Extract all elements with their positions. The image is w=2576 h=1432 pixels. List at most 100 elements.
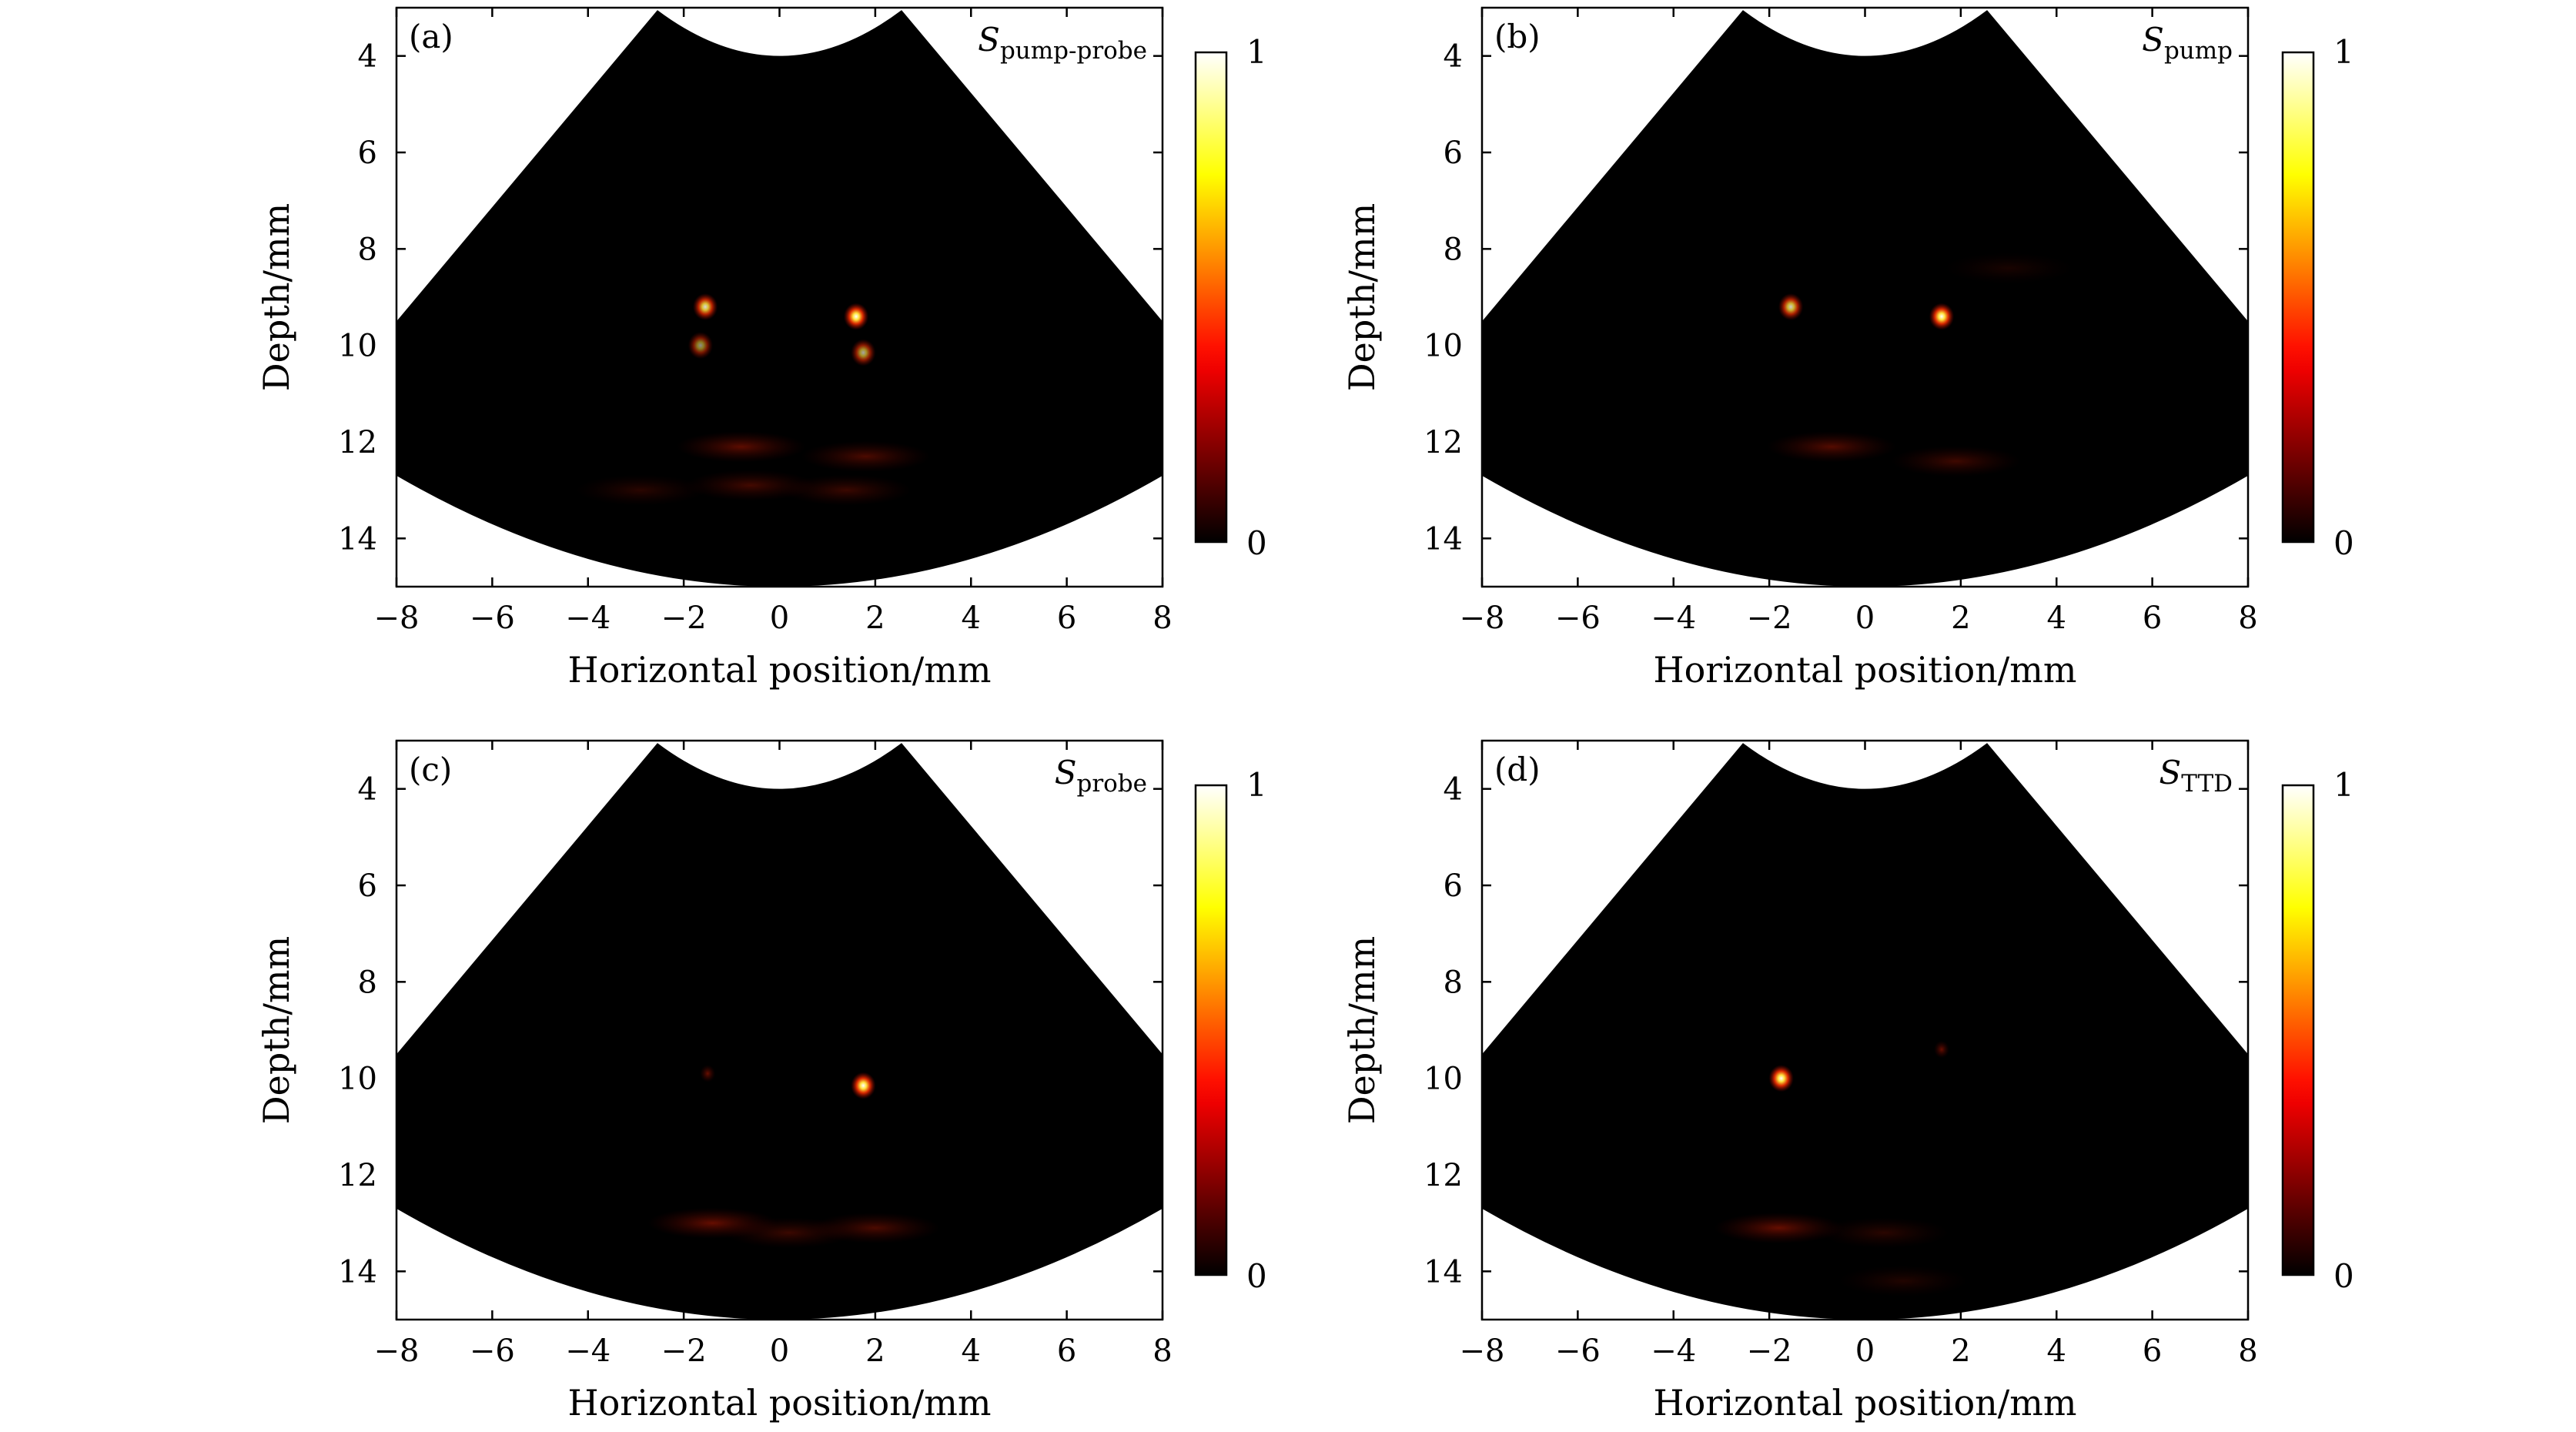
artifact-mark	[676, 431, 806, 463]
x-tick-label: −6	[470, 601, 515, 636]
y-tick-label: 10	[1423, 1062, 1463, 1097]
signal-label: Spump-probe	[978, 21, 1147, 65]
x-tick-label: −4	[565, 601, 611, 636]
x-tick-label: −4	[1651, 601, 1696, 636]
signal-subscript: probe	[1076, 770, 1147, 798]
spot-mark	[687, 332, 714, 360]
signal-label: Sprobe	[1055, 754, 1147, 798]
colorbar-min-label: 0	[2333, 524, 2354, 562]
spot-mark	[1929, 303, 1955, 330]
artifact-mark	[1944, 253, 2074, 284]
y-tick-label: 8	[358, 965, 377, 1000]
x-tick-label: 4	[2047, 601, 2066, 636]
x-axis-title: Horizontal position/mm	[567, 1382, 991, 1424]
x-tick-label: −2	[1747, 601, 1792, 636]
y-tick-label: 12	[338, 1158, 377, 1193]
x-tick-label: −4	[565, 1333, 611, 1369]
x-tick-label: 2	[1951, 1333, 1970, 1369]
y-tick-label: 4	[1444, 39, 1463, 75]
x-tick-label: 0	[1855, 1333, 1875, 1369]
spot-mark	[851, 339, 876, 366]
imaging-sector	[1482, 10, 2248, 587]
x-tick-label: 4	[962, 1333, 981, 1369]
x-tick-label: 8	[2238, 1333, 2257, 1369]
panel-label: (d)	[1494, 751, 1541, 788]
signal-label: STTD	[2159, 754, 2233, 798]
x-tick-label: 0	[770, 1333, 789, 1369]
colorbar	[2281, 51, 2315, 544]
y-tick-label: 6	[358, 136, 377, 171]
x-tick-label: 6	[2143, 601, 2162, 636]
signal-symbol: S	[1055, 754, 1077, 791]
y-axis-title: Depth/mm	[256, 936, 297, 1124]
x-tick-label: −2	[661, 1333, 707, 1369]
panel-label: (c)	[409, 751, 452, 788]
x-tick-label: 2	[865, 1333, 885, 1369]
signal-symbol: S	[2142, 21, 2164, 59]
y-tick-label: 6	[358, 868, 377, 904]
imaging-sector	[396, 10, 1163, 587]
y-tick-label: 12	[1423, 425, 1463, 460]
x-tick-label: 4	[2047, 1333, 2066, 1369]
x-tick-label: 2	[865, 601, 885, 636]
x-tick-label: 8	[1153, 601, 1172, 636]
imaging-sector	[396, 743, 1163, 1320]
x-axis-title: Horizontal position/mm	[567, 649, 991, 691]
signal-subscript: TTD	[2181, 770, 2233, 798]
y-axis-title: Depth/mm	[256, 203, 297, 391]
x-tick-label: 6	[1057, 1333, 1076, 1369]
artifact-mark	[1714, 1212, 1844, 1243]
colorbar-max-label: 1	[2333, 766, 2354, 804]
y-tick-label: 14	[1423, 521, 1463, 557]
x-tick-label: −8	[374, 1333, 420, 1369]
colorbar-min-label: 0	[1246, 524, 1267, 562]
artifact-mark	[1767, 431, 1896, 463]
artifact-mark	[810, 1212, 940, 1243]
artifact-mark	[801, 440, 931, 472]
artifact-mark	[576, 474, 706, 506]
y-tick-label: 12	[1423, 1158, 1463, 1193]
panel-label: (a)	[409, 18, 453, 55]
spot-mark	[851, 1072, 876, 1099]
signal-subscript: pump	[2164, 37, 2233, 65]
x-tick-label: 8	[1153, 1333, 1172, 1369]
x-tick-label: 0	[1855, 601, 1875, 636]
imaging-sector	[1482, 743, 2248, 1320]
artifact-mark	[781, 474, 912, 506]
x-tick-label: 4	[962, 601, 981, 636]
spot-mark	[692, 293, 718, 321]
x-tick-label: −2	[661, 601, 707, 636]
x-tick-label: −8	[1460, 601, 1505, 636]
x-tick-label: −8	[1460, 1333, 1505, 1369]
y-tick-label: 14	[1423, 1254, 1463, 1290]
y-tick-label: 14	[338, 521, 377, 557]
x-axis-title: Horizontal position/mm	[1653, 649, 2076, 691]
y-tick-label: 10	[338, 329, 377, 364]
y-tick-label: 4	[1444, 772, 1463, 808]
signal-symbol: S	[2159, 754, 2181, 791]
x-tick-label: −4	[1651, 1333, 1696, 1369]
y-tick-label: 10	[1423, 329, 1463, 364]
signal-label: Spump	[2142, 21, 2233, 65]
colorbar-max-label: 1	[1246, 766, 1267, 804]
x-tick-label: −6	[1555, 601, 1601, 636]
y-tick-label: 8	[1444, 232, 1463, 267]
colorbar-max-label: 1	[2333, 33, 2354, 71]
colorbar-min-label: 0	[1246, 1257, 1267, 1295]
x-tick-label: 0	[770, 601, 789, 636]
x-tick-label: 8	[2238, 601, 2257, 636]
image-content	[647, 1065, 940, 1249]
y-tick-label: 8	[1444, 965, 1463, 1000]
y-tick-label: 8	[358, 232, 377, 267]
colorbar	[1194, 51, 1228, 544]
spot-mark	[843, 303, 869, 330]
x-tick-label: −6	[470, 1333, 515, 1369]
image-content	[1714, 1040, 1969, 1296]
colorbar	[1194, 784, 1228, 1276]
image-content	[576, 293, 931, 506]
spot-mark	[700, 1065, 716, 1082]
